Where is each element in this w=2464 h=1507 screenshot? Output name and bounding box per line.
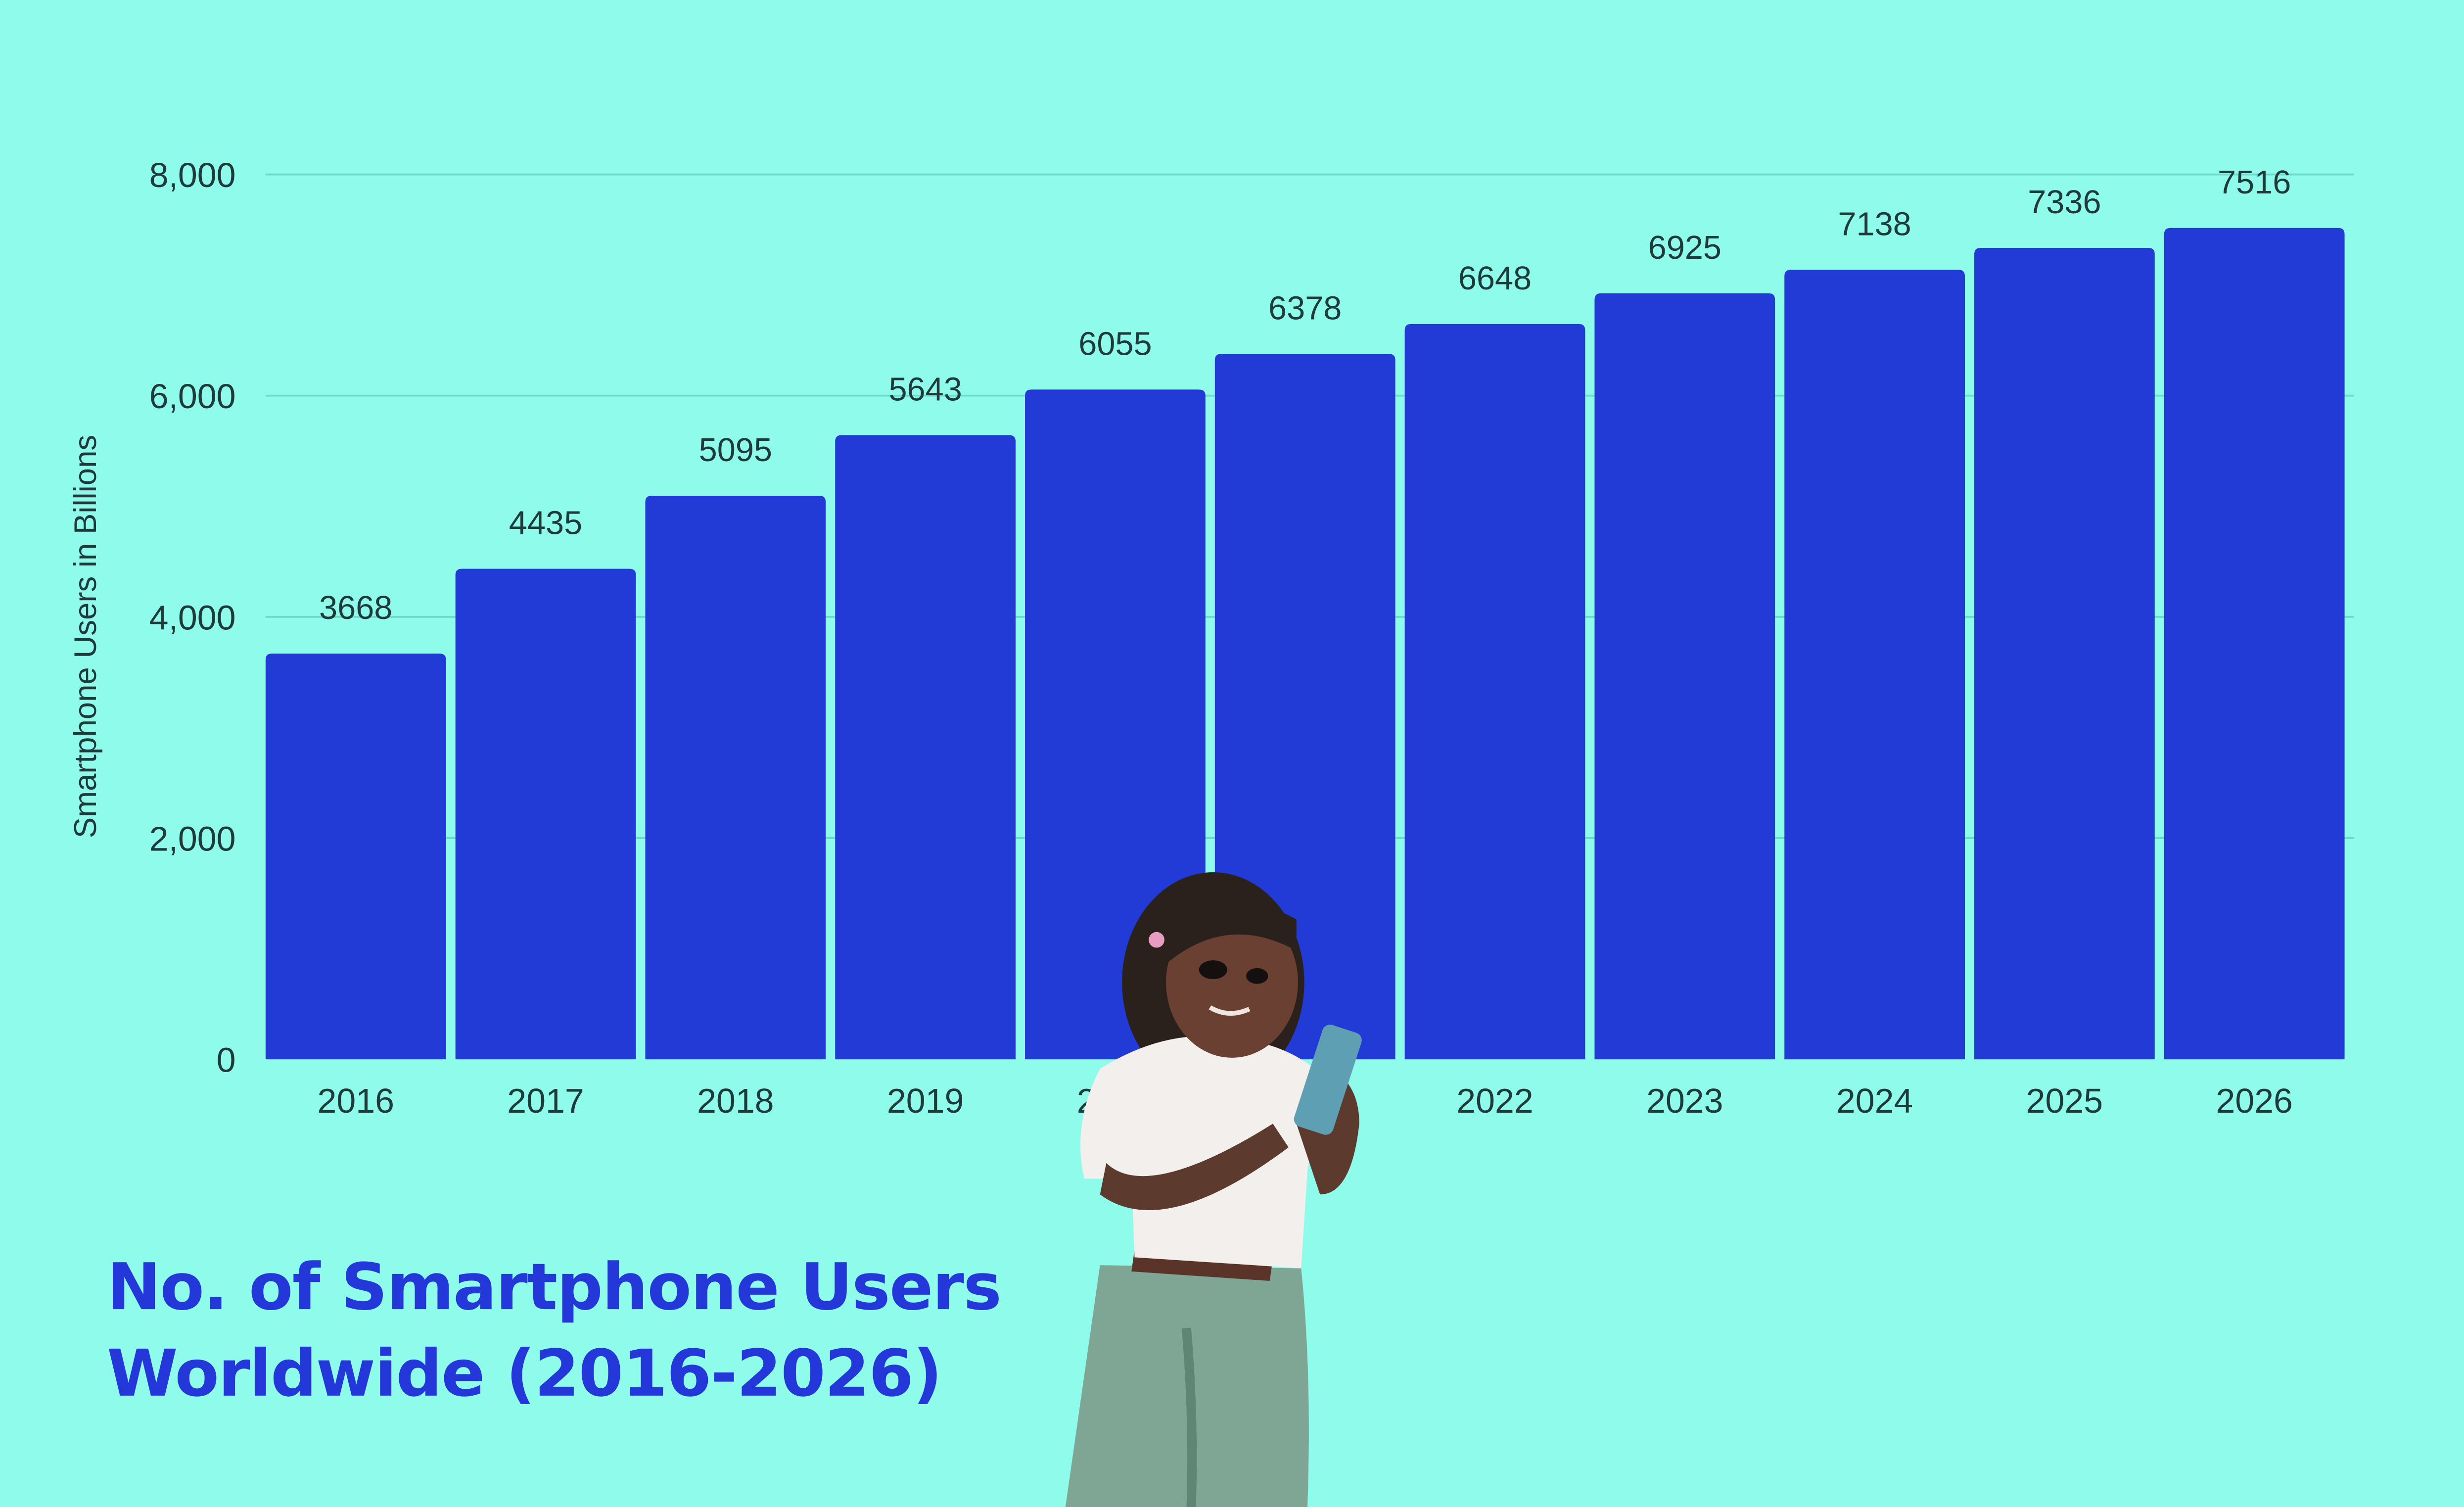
bar-2016 [265, 654, 446, 1060]
data-label: 7138 [1838, 206, 1911, 242]
bar-2026 [2164, 228, 2345, 1060]
data-label: 4435 [509, 505, 582, 542]
y-tick-label: 0 [217, 1040, 236, 1079]
bar-2018 [645, 496, 826, 1060]
woman-with-phone-illustration [1065, 872, 1362, 1507]
chart-title-line-1: No. of Smartphone Users [107, 1249, 1002, 1325]
bar-2022 [1404, 324, 1585, 1060]
bar-2021 [1214, 354, 1395, 1060]
chart-title-line-2: Worldwide (2016-2026) [107, 1336, 942, 1412]
bar-2024 [1784, 270, 1965, 1060]
bar-2017 [455, 568, 636, 1060]
x-tick-label: 2017 [507, 1082, 584, 1120]
data-label: 6925 [1648, 230, 1721, 266]
data-label: 5643 [888, 372, 962, 408]
data-label: 5095 [699, 432, 772, 469]
y-axis-label: Smartphone Users in Billions [68, 435, 103, 838]
data-label: 6648 [1458, 260, 1532, 297]
bar-2023 [1594, 293, 1775, 1060]
data-label: 6378 [1268, 290, 1342, 327]
data-label: 7336 [2028, 184, 2101, 221]
x-tick-label: 2023 [1646, 1082, 1723, 1120]
x-tick-label: 2019 [887, 1082, 964, 1120]
chart-title: No. of Smartphone Users Worldwide (2016-… [107, 1245, 1002, 1417]
bar-2019 [835, 435, 1016, 1060]
x-tick-label: 2018 [697, 1082, 774, 1120]
x-tick-label: 2016 [317, 1082, 394, 1120]
x-tick-label: 2025 [2026, 1082, 2103, 1120]
y-tick-label: 6,000 [149, 377, 236, 416]
y-tick-label: 4,000 [149, 598, 236, 637]
bar-2025 [1974, 248, 2155, 1060]
data-label: 7516 [2218, 164, 2291, 201]
y-tick-label: 2,000 [149, 819, 236, 858]
data-label: 6055 [1078, 326, 1152, 363]
y-tick-label: 8,000 [149, 156, 236, 194]
data-label: 3668 [319, 590, 392, 626]
x-tick-label: 2022 [1456, 1082, 1533, 1120]
x-tick-label: 2026 [2216, 1082, 2292, 1120]
bar-2020 [1025, 389, 1206, 1060]
x-tick-label: 2024 [1836, 1082, 1913, 1120]
